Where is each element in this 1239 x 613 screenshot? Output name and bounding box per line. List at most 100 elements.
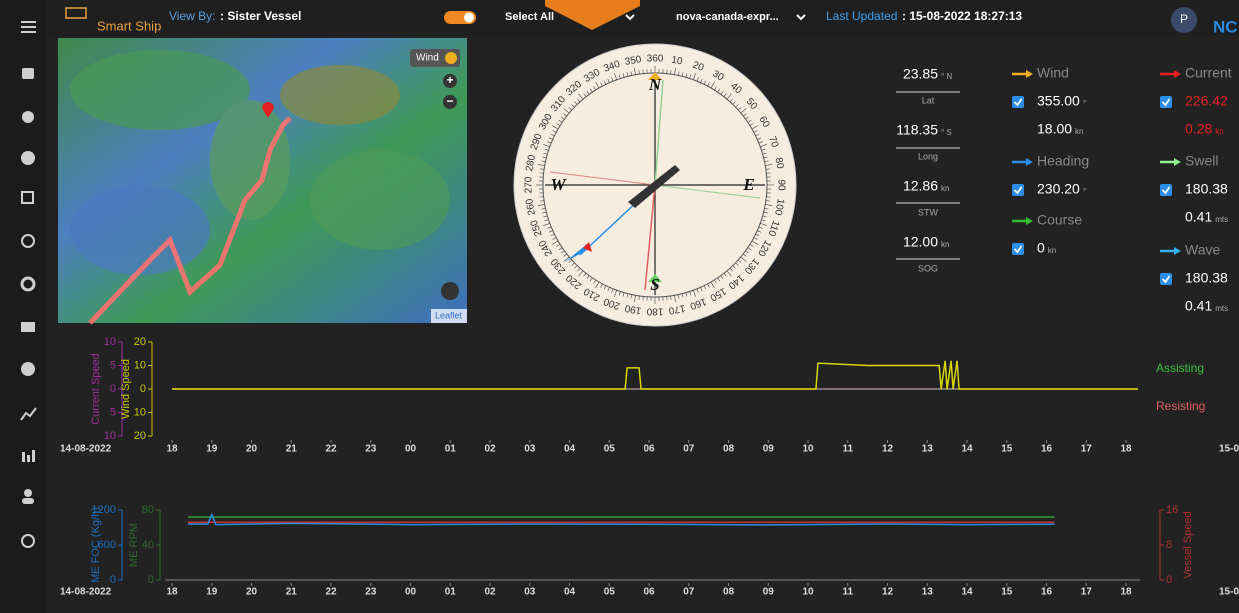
- legend-arrow-head: [1174, 158, 1181, 166]
- checkbox[interactable]: [1012, 243, 1024, 255]
- x-tick-label: 09: [763, 444, 775, 455]
- reading-unit: kn: [1048, 246, 1056, 255]
- x-tick-label: 02: [484, 444, 496, 455]
- compass-tick: [689, 74, 692, 79]
- position-unit: ° N: [941, 72, 952, 81]
- top-bar: [46, 0, 1239, 36]
- nav-icon[interactable]: [22, 452, 25, 462]
- nav-icon[interactable]: [21, 234, 35, 248]
- compass-tick: [763, 156, 768, 159]
- wind-icon: [445, 52, 457, 64]
- x-tick-label: 21: [286, 444, 298, 455]
- compass-tick: [740, 256, 747, 262]
- compass-degree: 180: [646, 305, 663, 316]
- position-label: Long: [918, 151, 938, 161]
- compass-degree: 70: [766, 135, 780, 150]
- compass-tick: [547, 226, 552, 229]
- compass-tick: [723, 273, 727, 277]
- date-label: 14-08-2022: [60, 444, 112, 455]
- x-tick-label: 22: [325, 444, 337, 455]
- y-tick-label: 10: [134, 406, 146, 418]
- reading-name: Wind: [1037, 65, 1069, 81]
- compass-degree: 160: [688, 295, 708, 311]
- x-tick-label: 12: [882, 444, 894, 455]
- view-by-value: : Sister Vessel: [220, 9, 301, 23]
- x-tick-label: 08: [723, 587, 735, 598]
- zoom-out[interactable]: [443, 95, 457, 109]
- compass-degree: 360: [647, 54, 664, 65]
- legend-entry: Assisting: [1156, 361, 1204, 375]
- compass-tick: [550, 233, 555, 237]
- compass-tick: [762, 152, 767, 155]
- nav-icon[interactable]: [20, 407, 37, 421]
- nav-icon[interactable]: [22, 111, 34, 123]
- compass-degree: 100: [772, 198, 786, 217]
- position-unit: ° S: [941, 128, 952, 137]
- nav-icon[interactable]: [21, 322, 35, 332]
- x-tick-label: 05: [604, 587, 616, 598]
- compass-tick: [630, 71, 633, 76]
- compass-tick: [729, 98, 733, 102]
- compass-tick: [558, 119, 563, 123]
- checkmark: [1161, 275, 1171, 284]
- nav-icon[interactable]: [22, 68, 34, 79]
- nav-icon[interactable]: [20, 276, 36, 292]
- compass-tick: [542, 211, 547, 214]
- y-tick-label: 10: [134, 359, 146, 371]
- avatar[interactable]: [1171, 7, 1197, 33]
- y-tick-label: 0: [110, 574, 116, 586]
- compass-tick: [586, 275, 590, 280]
- x-tick-label: 07: [683, 587, 695, 598]
- select-dropdown[interactable]: Select All: [505, 11, 554, 23]
- x-tick-label: 23: [365, 444, 377, 455]
- menu-icon[interactable]: [21, 31, 36, 33]
- reading-unit: °: [1083, 187, 1086, 196]
- nav-icon[interactable]: [21, 191, 34, 204]
- compass-tick: [551, 125, 559, 130]
- checkbox[interactable]: [1160, 273, 1172, 285]
- compass-tick: [577, 98, 581, 102]
- compass-tick: [589, 88, 593, 93]
- compass-tick: [732, 265, 736, 269]
- nav-icon[interactable]: [21, 362, 35, 376]
- checkbox[interactable]: [1012, 96, 1024, 108]
- compass-tick: [735, 104, 739, 108]
- nav-icon[interactable]: [27, 455, 30, 462]
- checkbox[interactable]: [1160, 184, 1172, 196]
- zoom-in[interactable]: [443, 74, 457, 88]
- compass-tick: [577, 268, 581, 272]
- zoom-out-label: −: [446, 94, 453, 108]
- x-tick-label: 14: [961, 444, 973, 455]
- menu-icon[interactable]: [21, 26, 36, 28]
- compass-tick: [693, 290, 696, 297]
- compass-tick: [541, 160, 546, 163]
- vessel-marker[interactable]: [262, 102, 274, 118]
- checkbox[interactable]: [1012, 184, 1024, 196]
- compass-tick: [571, 262, 575, 266]
- compass-tick: [618, 291, 621, 296]
- checkbox[interactable]: [1160, 96, 1172, 108]
- nav-icon[interactable]: [32, 450, 35, 462]
- y-tick-label: 8: [1166, 539, 1172, 551]
- compass-cardinal: S: [650, 275, 659, 294]
- nav-icon[interactable]: [24, 489, 32, 497]
- reading-value: 0: [1037, 240, 1045, 256]
- x-tick-label: 16: [1041, 444, 1053, 455]
- sidebar-icons: [20, 21, 37, 548]
- vessel-dropdown[interactable]: nova-canada-expr...: [676, 11, 779, 23]
- compass-tick: [550, 133, 555, 137]
- compass-cardinal: N: [648, 75, 662, 94]
- info-button[interactable]: [441, 282, 459, 300]
- nav-icon[interactable]: [21, 151, 35, 165]
- compass-tick: [743, 113, 747, 117]
- nav-icon[interactable]: [22, 498, 34, 504]
- menu-icon[interactable]: [21, 21, 36, 23]
- attribution[interactable]: Leaflet: [435, 310, 463, 320]
- compass-tick: [761, 219, 766, 222]
- compass-tick: [543, 152, 548, 155]
- compass-tick: [560, 250, 565, 254]
- y-tick-label: 40: [142, 539, 154, 551]
- power-icon[interactable]: [21, 534, 35, 548]
- compass-tick: [753, 130, 758, 133]
